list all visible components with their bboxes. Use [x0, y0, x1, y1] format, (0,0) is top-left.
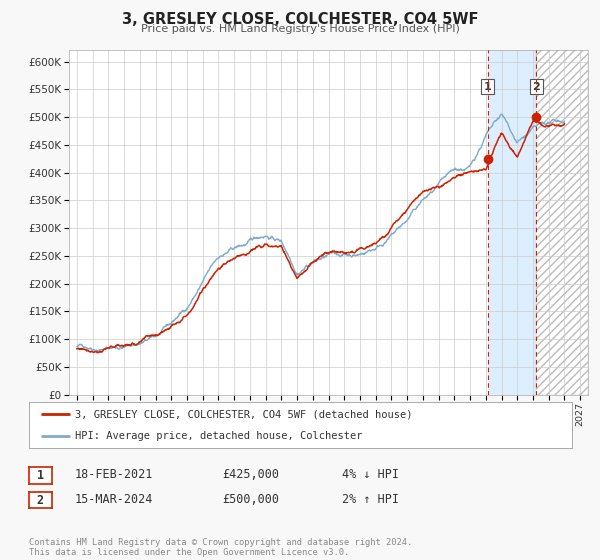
Text: HPI: Average price, detached house, Colchester: HPI: Average price, detached house, Colc… [75, 431, 362, 441]
Text: 1: 1 [484, 82, 491, 92]
Text: 15-MAR-2024: 15-MAR-2024 [75, 493, 154, 506]
Text: 2: 2 [37, 493, 44, 507]
Text: Contains HM Land Registry data © Crown copyright and database right 2024.
This d: Contains HM Land Registry data © Crown c… [29, 538, 412, 557]
Text: 2% ↑ HPI: 2% ↑ HPI [342, 493, 399, 506]
Text: £500,000: £500,000 [222, 493, 279, 506]
Text: 3, GRESLEY CLOSE, COLCHESTER, CO4 5WF (detached house): 3, GRESLEY CLOSE, COLCHESTER, CO4 5WF (d… [75, 409, 412, 419]
Bar [536, 50, 588, 395]
Text: 4% ↓ HPI: 4% ↓ HPI [342, 468, 399, 482]
Text: £425,000: £425,000 [222, 468, 279, 482]
Text: 2: 2 [532, 82, 540, 92]
Bar [536, 50, 588, 395]
Text: 1: 1 [37, 469, 44, 482]
Text: Price paid vs. HM Land Registry's House Price Index (HPI): Price paid vs. HM Land Registry's House … [140, 24, 460, 34]
Text: 3, GRESLEY CLOSE, COLCHESTER, CO4 5WF: 3, GRESLEY CLOSE, COLCHESTER, CO4 5WF [122, 12, 478, 27]
Text: 18-FEB-2021: 18-FEB-2021 [75, 468, 154, 482]
Bar [488, 50, 536, 395]
